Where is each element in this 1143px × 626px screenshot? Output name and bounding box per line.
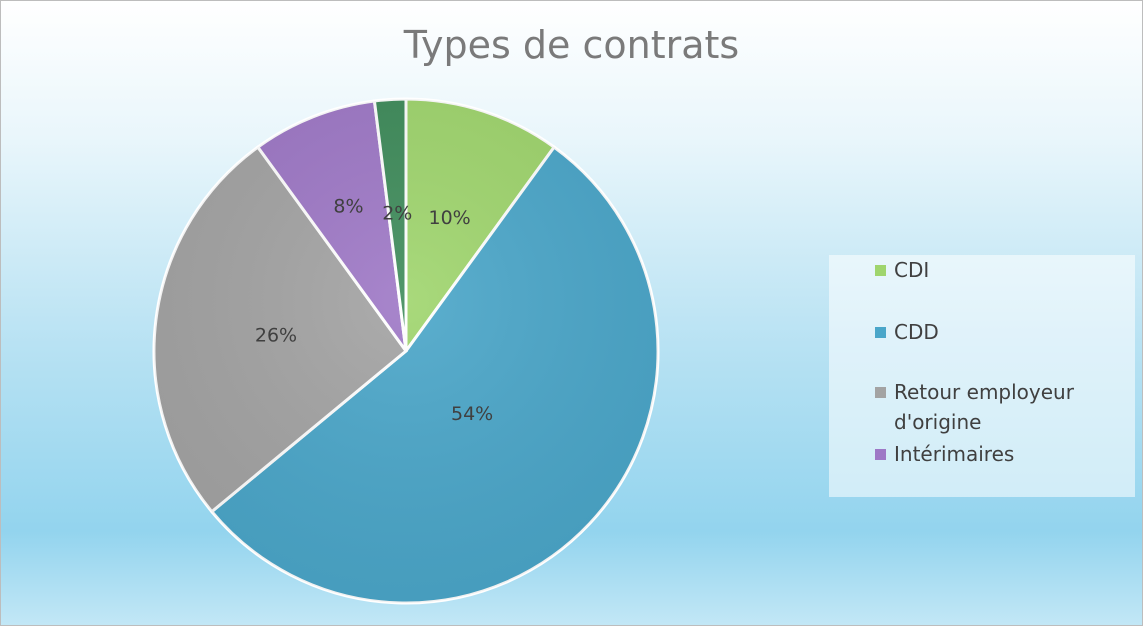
chart-title: Types de contrats [403, 23, 740, 67]
legend-item: CDI [875, 255, 1104, 285]
legend-item: CDD [875, 317, 1104, 347]
legend-swatch [875, 265, 886, 276]
data-label: 8% [333, 196, 363, 218]
legend-label: Retour employeur d'origine [894, 380, 1074, 434]
data-label: 10% [428, 207, 470, 229]
legend-item: Intérimaires [875, 439, 1104, 469]
legend-label: CDI [894, 258, 930, 282]
data-label: 54% [451, 403, 493, 425]
legend-label: CDD [894, 320, 939, 344]
legend-label: Intérimaires [894, 442, 1015, 466]
data-label: 26% [255, 325, 297, 347]
data-label: 2% [382, 203, 412, 225]
legend-swatch [875, 387, 886, 398]
chart-legend: CDI CDD Retour employeur d'origine Intérima… [829, 255, 1135, 497]
legend-item: Retour employeur d'origine [875, 377, 1104, 437]
legend-swatch [875, 327, 886, 338]
legend-swatch [875, 449, 886, 460]
